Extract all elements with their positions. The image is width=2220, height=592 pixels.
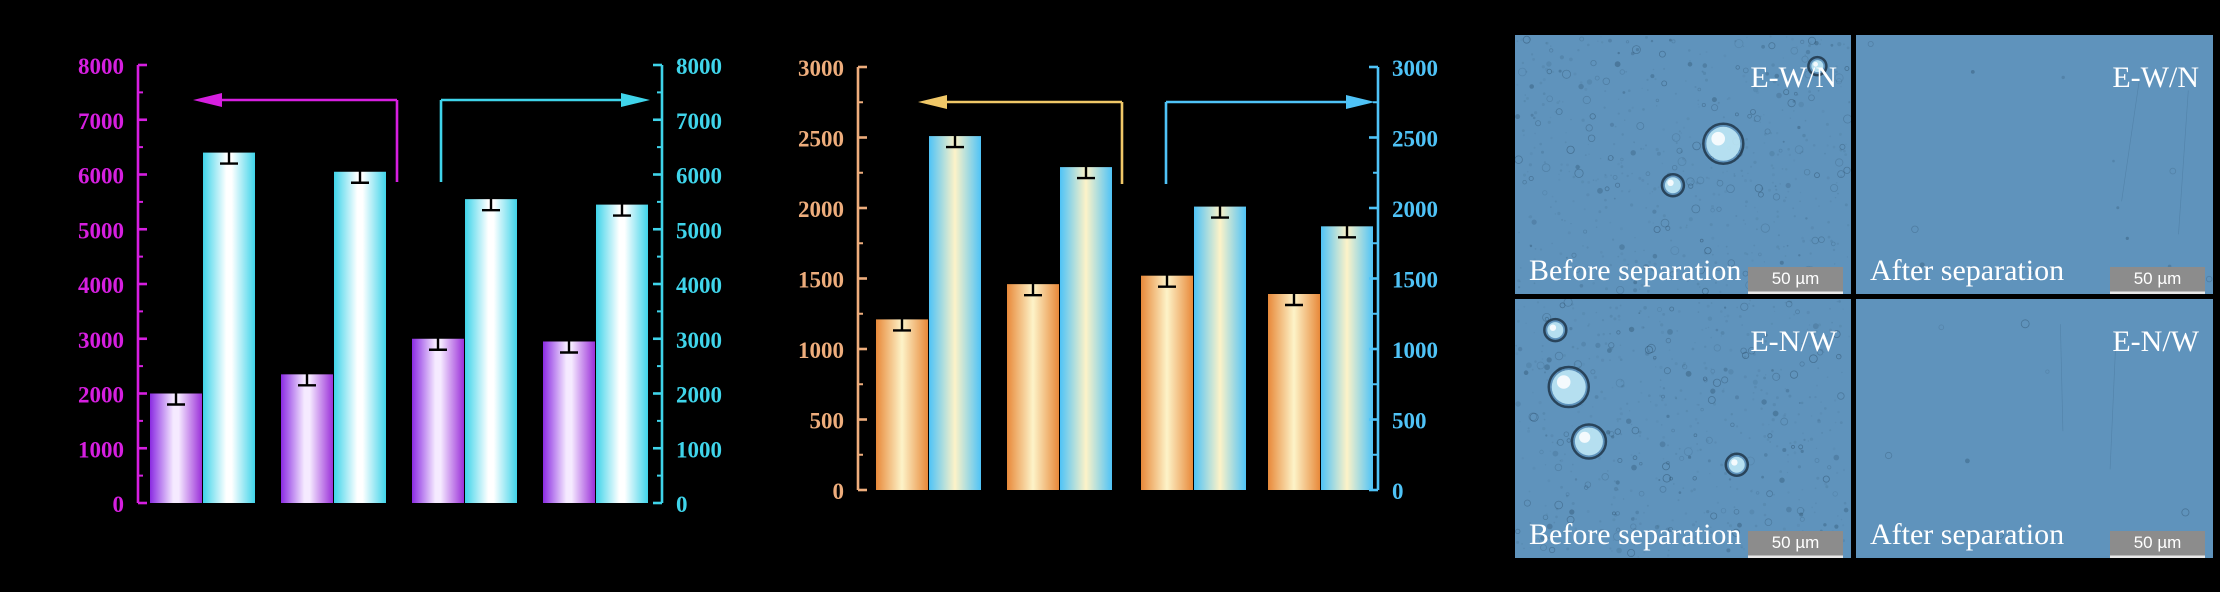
svg-text:4000: 4000 (78, 273, 124, 298)
svg-text:Before separation: Before separation (1529, 254, 1741, 287)
svg-text:1500: 1500 (798, 268, 844, 293)
svg-text:6000: 6000 (78, 164, 124, 189)
svg-text:3000: 3000 (1392, 56, 1438, 81)
svg-text:2000: 2000 (798, 197, 844, 222)
svg-text:1000: 1000 (78, 437, 124, 462)
svg-text:1000: 1000 (1392, 338, 1438, 363)
svg-text:2000: 2000 (676, 383, 722, 408)
svg-text:3000: 3000 (676, 328, 722, 353)
svg-text:0: 0 (833, 479, 845, 504)
svg-text:5000: 5000 (78, 218, 124, 243)
svg-text:E-W/N: E-W/N (2112, 61, 2199, 94)
svg-text:50 µm: 50 µm (2134, 269, 2182, 288)
svg-text:1000: 1000 (676, 437, 722, 462)
svg-text:3000: 3000 (798, 56, 844, 81)
svg-text:1000: 1000 (798, 338, 844, 363)
svg-text:After separation: After separation (1870, 254, 2064, 287)
svg-text:2000: 2000 (78, 383, 124, 408)
svg-text:E-N/W: E-N/W (1750, 325, 1837, 358)
svg-text:0: 0 (113, 492, 125, 517)
svg-text:7000: 7000 (78, 109, 124, 134)
svg-text:2000: 2000 (1392, 197, 1438, 222)
svg-text:50 µm: 50 µm (1772, 533, 1820, 552)
svg-text:50 µm: 50 µm (1772, 269, 1820, 288)
svg-text:After separation: After separation (1870, 518, 2064, 551)
svg-text:3000: 3000 (78, 328, 124, 353)
svg-text:7000: 7000 (676, 109, 722, 134)
svg-text:2500: 2500 (1392, 127, 1438, 152)
svg-text:5000: 5000 (676, 218, 722, 243)
svg-text:Before separation: Before separation (1529, 518, 1741, 551)
svg-text:8000: 8000 (676, 54, 722, 79)
svg-text:50 µm: 50 µm (2134, 533, 2182, 552)
svg-text:500: 500 (810, 409, 845, 434)
svg-text:1500: 1500 (1392, 268, 1438, 293)
svg-text:4000: 4000 (676, 273, 722, 298)
svg-text:2500: 2500 (798, 127, 844, 152)
svg-text:500: 500 (1392, 409, 1427, 434)
svg-text:0: 0 (1392, 479, 1404, 504)
svg-text:E-N/W: E-N/W (2112, 325, 2199, 358)
svg-text:6000: 6000 (676, 164, 722, 189)
svg-text:E-W/N: E-W/N (1750, 61, 1837, 94)
svg-text:0: 0 (676, 492, 688, 517)
svg-text:8000: 8000 (78, 54, 124, 79)
